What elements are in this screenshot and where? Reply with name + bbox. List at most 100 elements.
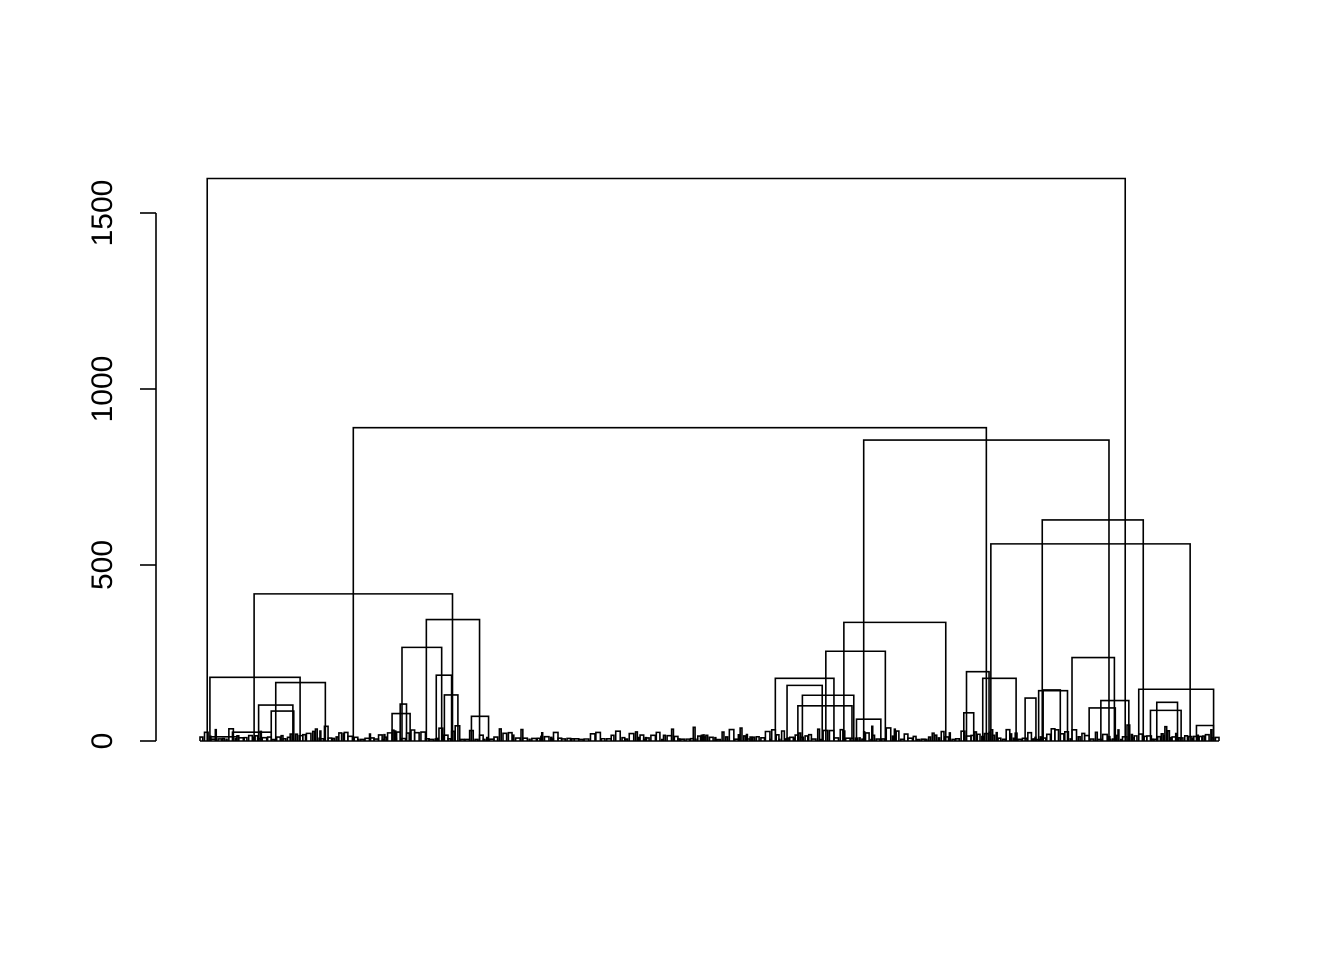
y-tick-label: 1000 (86, 356, 119, 423)
leaf-merge (1045, 733, 1052, 741)
merge-link (470, 715, 490, 741)
leaf-merge (714, 736, 717, 741)
leaf-merge (934, 734, 938, 741)
leaf-merge (721, 731, 725, 741)
leaf-merge (338, 732, 343, 741)
leaf-merge (1164, 725, 1168, 741)
merge-link (1100, 699, 1130, 741)
leaf-merge (438, 727, 444, 741)
leaf-merge (357, 738, 360, 741)
leaf-merge (875, 738, 881, 741)
leaf-merge (944, 736, 950, 741)
leaf-merge (1126, 724, 1131, 741)
merge-link (1024, 697, 1037, 741)
leaf-merge (739, 727, 743, 741)
leaf-merge (311, 730, 316, 741)
merge-link (391, 712, 411, 741)
merge-link (1195, 724, 1215, 741)
leaf-merge (833, 737, 840, 741)
leaf-merge (1027, 731, 1033, 741)
leaf-merge (858, 737, 861, 741)
leaf-merge (696, 735, 702, 741)
leaf-merge (1077, 736, 1081, 741)
leaf-merge (751, 736, 756, 741)
leaf-merge (1069, 738, 1072, 741)
leaf-merge (217, 738, 223, 741)
leaf-merge (292, 738, 295, 741)
merge-link (257, 704, 294, 741)
leaf-merge (1214, 736, 1220, 741)
leaf-merge (1162, 734, 1165, 741)
leaf-merge (655, 731, 661, 741)
leaf-merge (228, 727, 235, 741)
leaf-merge (1156, 735, 1162, 741)
merge-link (1041, 519, 1145, 741)
leaf-merge (552, 731, 559, 741)
merge-link (1155, 701, 1179, 741)
leaf-merge (259, 730, 263, 741)
leaf-merge (600, 737, 606, 741)
leaf-merge (948, 732, 952, 741)
leaf-merge (960, 730, 966, 741)
leaf-merge (854, 737, 859, 741)
y-tick-label: 1500 (86, 180, 119, 247)
leaf-merge (742, 735, 747, 741)
merge-link (962, 712, 975, 741)
leaf-merge (737, 734, 741, 741)
leaf-merge (405, 732, 411, 741)
leaf-merge (794, 734, 799, 741)
leaf-merge (912, 735, 917, 741)
merge-link (981, 677, 1017, 741)
leaf-merge (610, 734, 615, 741)
leaf-merge (393, 730, 397, 741)
leaf-merge (991, 734, 996, 741)
leaf-merge (413, 731, 420, 741)
merge-link (786, 684, 824, 741)
leaf-merge (770, 728, 777, 741)
leaf-merge (531, 737, 538, 741)
merge-link (206, 177, 1127, 741)
merge-link (797, 705, 853, 741)
leaf-merge (1054, 729, 1060, 741)
leaf-merge (234, 737, 237, 741)
leaf-merge (780, 730, 786, 741)
leaf-merge (1150, 738, 1154, 741)
leaf-merge (543, 735, 550, 741)
leaf-merge (728, 728, 735, 741)
leaf-merge (502, 732, 508, 741)
leaf-merge (871, 725, 874, 741)
leaf-merge (700, 734, 704, 741)
leaf-merge (294, 733, 299, 741)
merge-link (425, 618, 481, 741)
leaf-merge (595, 731, 602, 741)
leaf-merge (1183, 735, 1189, 741)
leaf-merge (1059, 732, 1065, 741)
merge-link (1137, 688, 1215, 741)
leaf-merge (650, 734, 657, 741)
leaf-merge (799, 736, 805, 741)
leaf-merge (708, 736, 714, 741)
leaf-merge (724, 736, 729, 741)
leaf-merge (816, 728, 821, 741)
leaf-merge (454, 725, 461, 741)
leaf-merge (895, 730, 900, 741)
leaf-merge (745, 733, 749, 741)
leaf-merge (583, 738, 590, 741)
leaf-merge (891, 735, 895, 741)
leaf-merge (804, 735, 809, 741)
leaf-merge (320, 737, 325, 741)
leaf-merge (645, 737, 650, 741)
leaf-merge (621, 736, 626, 741)
leaf-merge (760, 737, 766, 741)
leaf-merge (792, 737, 796, 741)
merge-link (435, 674, 453, 741)
leaf-merge (395, 731, 401, 741)
leaf-merge (507, 731, 513, 741)
leaf-merge (319, 730, 322, 741)
leaf-merge (670, 728, 675, 741)
leaf-merge (679, 738, 686, 741)
leaf-merge (983, 732, 989, 741)
leaf-merge (247, 734, 254, 741)
leaf-merge (261, 736, 268, 741)
leaf-merge (434, 738, 438, 741)
